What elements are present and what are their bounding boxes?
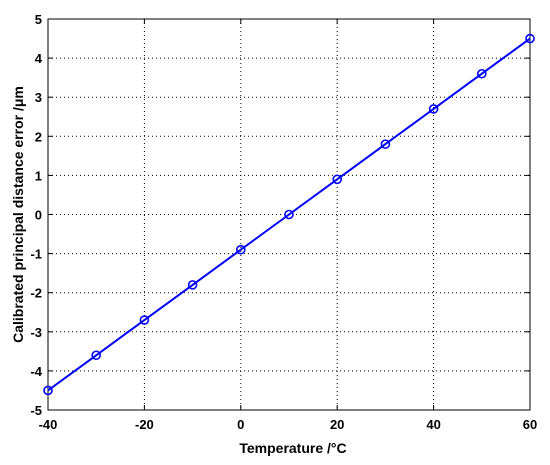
y-tick-label: -5 (30, 403, 42, 418)
y-tick-label: 4 (35, 51, 43, 66)
x-tick-label: 20 (330, 417, 344, 432)
x-tick-label: -40 (39, 417, 58, 432)
data-point (236, 244, 246, 255)
x-axis-label: Temperature /°C (239, 440, 346, 456)
y-tick-label: 1 (35, 168, 42, 183)
series-layer (43, 33, 535, 396)
x-tick-labels: -40 -20 0 20 40 60 (39, 417, 538, 432)
data-point (91, 350, 101, 361)
data-point (428, 104, 439, 114)
y-tick-labels: -5 -4 -3 -2 -1 0 1 2 3 4 5 (30, 12, 42, 418)
x-tick-label: 60 (523, 417, 537, 432)
y-tick-label: 5 (35, 12, 42, 27)
y-tick-label: -3 (30, 325, 42, 340)
x-tick-label: 40 (426, 417, 440, 432)
data-point (187, 280, 198, 290)
y-tick-label: -1 (30, 247, 42, 262)
data-point (139, 315, 150, 325)
x-tick-label: -20 (135, 417, 154, 432)
y-tick-label: 3 (35, 90, 42, 105)
y-tick-label: 0 (35, 208, 42, 223)
data-point (43, 385, 53, 396)
data-point (380, 139, 391, 149)
y-tick-label: 2 (35, 129, 42, 144)
data-point (525, 33, 535, 44)
axis-ticks (47, 18, 531, 411)
data-point (284, 209, 294, 220)
data-point (476, 68, 487, 79)
y-tick-label: -2 (30, 286, 42, 301)
y-tick-label: -4 (30, 364, 42, 379)
x-tick-label: 0 (237, 417, 244, 432)
data-point (332, 174, 343, 185)
series-line (47, 37, 531, 392)
y-axis-label: Calibrated principal distance error /μm (10, 86, 26, 343)
